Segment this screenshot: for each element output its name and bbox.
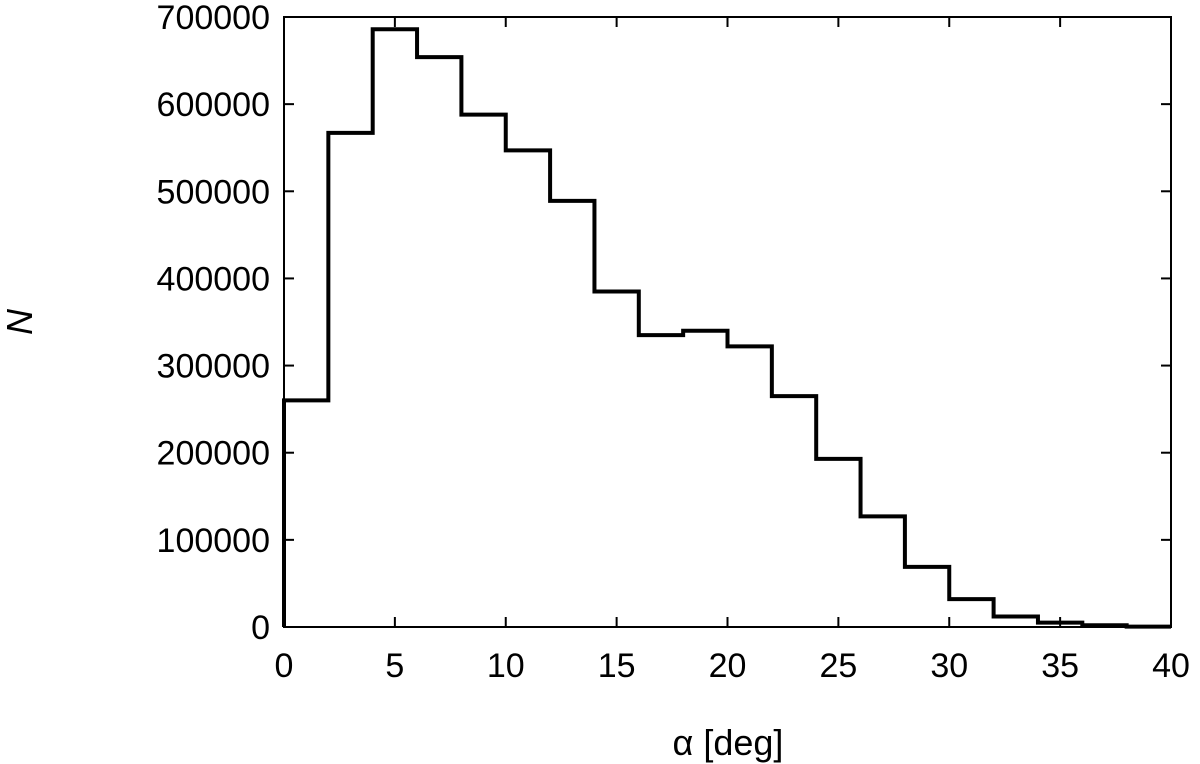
y-tick-label: 0 xyxy=(251,609,270,647)
y-axis: 0 100000 200000 300000 400000 500000 600000 700… xyxy=(157,0,1171,647)
x-axis: 0 5 10 15 20 25 30 35 40 xyxy=(275,17,1190,685)
x-tick-label: 30 xyxy=(930,647,968,685)
x-tick-label: 5 xyxy=(385,647,404,685)
y-tick-label: 200000 xyxy=(157,435,270,473)
x-tick-label: 40 xyxy=(1152,647,1190,685)
y-tick-label: 400000 xyxy=(157,260,270,298)
x-tick-label: 25 xyxy=(819,647,857,685)
y-tick-label: 700000 xyxy=(157,0,270,37)
y-tick-label: 500000 xyxy=(157,173,270,211)
y-axis-label: N xyxy=(0,308,40,335)
x-tick-label: 10 xyxy=(487,647,525,685)
y-tick-label: 600000 xyxy=(157,86,270,124)
x-axis-label: α [deg] xyxy=(673,722,784,763)
x-tick-label: 20 xyxy=(709,647,747,685)
x-tick-label: 0 xyxy=(275,647,294,685)
plot-frame xyxy=(283,16,1172,628)
x-tick-label: 15 xyxy=(598,647,636,685)
y-tick-label: 100000 xyxy=(157,522,270,560)
x-tick-label: 35 xyxy=(1041,647,1079,685)
y-tick-label: 300000 xyxy=(157,348,270,386)
histogram-series xyxy=(282,27,1171,629)
